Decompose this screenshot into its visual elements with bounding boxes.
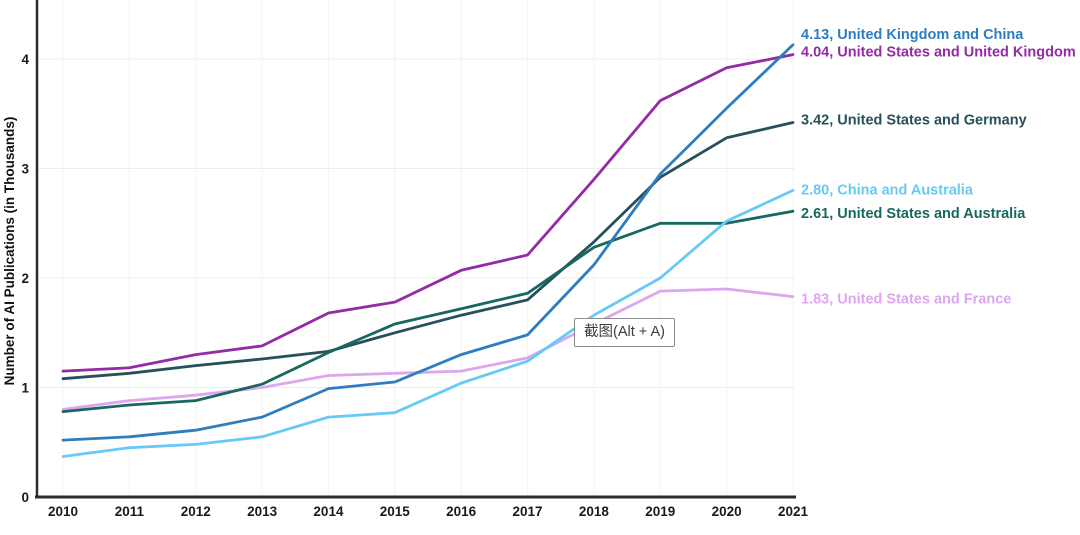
series-line-united-states-and-united-kingdom (61, 53, 795, 373)
series-line-united-states-and-france (61, 287, 795, 411)
x-tick-label: 2015 (380, 504, 411, 519)
x-tick-label: 2014 (313, 504, 344, 519)
x-tick-label: 2010 (48, 504, 78, 519)
series-end-label-china-and-australia: 2.80, China and Australia (801, 182, 974, 198)
x-tick-label: 2021 (778, 504, 809, 519)
screenshot-tooltip: 截图(Alt + A) (574, 318, 675, 347)
x-tick-label: 2013 (247, 504, 278, 519)
x-tick-label: 2011 (115, 504, 145, 519)
series-end-label-united-kingdom-and-china: 4.13, United Kingdom and China (801, 27, 1024, 43)
series-end-label-united-states-and-united-kingdom: 4.04, United States and United Kingdom (801, 45, 1076, 61)
series-line-china-and-australia (61, 188, 795, 458)
series-line-united-kingdom-and-china (61, 43, 795, 442)
y-axis-title: Number of AI Publications (in Thousands) (2, 117, 17, 386)
series-line-united-states-and-germany (61, 121, 795, 381)
series-end-label-united-states-and-france: 1.83, United States and France (801, 292, 1011, 308)
y-tick-label: 2 (21, 271, 29, 286)
x-tick-label: 2012 (181, 504, 211, 519)
y-tick-label: 4 (21, 52, 29, 67)
series-line-united-states-and-australia (61, 209, 795, 414)
series-end-label-united-states-and-germany: 3.42, United States and Germany (801, 113, 1027, 129)
x-tick-label: 2020 (712, 504, 742, 519)
series-end-label-united-states-and-australia: 2.61, United States and Australia (801, 206, 1026, 222)
x-tick-label: 2017 (513, 504, 543, 519)
x-tick-label: 2019 (645, 504, 675, 519)
x-tick-label: 2018 (579, 504, 610, 519)
y-tick-label: 0 (21, 490, 29, 505)
x-tick-label: 2016 (446, 504, 477, 519)
y-tick-label: 1 (21, 381, 29, 396)
y-tick-label: 3 (21, 162, 29, 177)
